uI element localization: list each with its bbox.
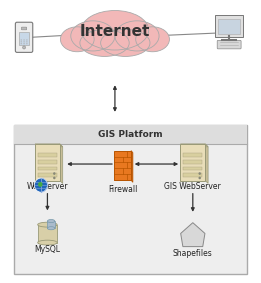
Circle shape [53, 177, 56, 179]
FancyBboxPatch shape [180, 144, 205, 181]
Circle shape [21, 43, 22, 44]
FancyBboxPatch shape [21, 27, 27, 30]
Ellipse shape [60, 27, 94, 52]
Polygon shape [131, 151, 133, 182]
Ellipse shape [81, 10, 149, 50]
FancyBboxPatch shape [35, 144, 60, 181]
Ellipse shape [136, 27, 169, 52]
FancyBboxPatch shape [14, 125, 247, 144]
Text: MySQL: MySQL [34, 245, 61, 254]
FancyBboxPatch shape [38, 173, 57, 177]
Circle shape [198, 172, 201, 175]
Ellipse shape [80, 29, 129, 56]
Text: GIS Platform: GIS Platform [98, 130, 163, 139]
FancyBboxPatch shape [217, 40, 241, 49]
Circle shape [198, 177, 201, 179]
Polygon shape [180, 144, 208, 147]
Text: WebServer: WebServer [27, 182, 68, 191]
Circle shape [34, 178, 48, 192]
FancyBboxPatch shape [48, 221, 55, 228]
Circle shape [21, 41, 22, 42]
Ellipse shape [101, 29, 150, 56]
FancyBboxPatch shape [38, 160, 57, 164]
Circle shape [21, 39, 22, 40]
FancyBboxPatch shape [215, 15, 243, 37]
FancyBboxPatch shape [218, 19, 240, 34]
FancyBboxPatch shape [19, 32, 29, 45]
Circle shape [23, 43, 25, 44]
Ellipse shape [38, 240, 57, 245]
FancyBboxPatch shape [38, 167, 57, 170]
FancyBboxPatch shape [183, 153, 202, 157]
Ellipse shape [115, 21, 159, 51]
Ellipse shape [38, 222, 57, 227]
FancyBboxPatch shape [15, 22, 33, 52]
Circle shape [53, 172, 56, 175]
Circle shape [38, 182, 43, 187]
Polygon shape [205, 144, 208, 183]
Polygon shape [60, 144, 63, 183]
Ellipse shape [71, 21, 115, 51]
FancyBboxPatch shape [14, 125, 247, 274]
FancyBboxPatch shape [114, 151, 131, 180]
Circle shape [26, 41, 27, 42]
Polygon shape [35, 144, 63, 147]
FancyBboxPatch shape [38, 153, 57, 157]
Text: GIS WebServer: GIS WebServer [164, 182, 221, 191]
Circle shape [23, 41, 25, 42]
FancyBboxPatch shape [183, 160, 202, 164]
Text: Firewall: Firewall [108, 185, 137, 194]
Circle shape [23, 39, 25, 40]
FancyBboxPatch shape [38, 225, 57, 243]
Ellipse shape [48, 227, 55, 230]
Circle shape [26, 39, 27, 40]
Circle shape [26, 43, 27, 44]
FancyBboxPatch shape [183, 167, 202, 170]
Text: Shapefiles: Shapefiles [173, 249, 213, 258]
Ellipse shape [48, 220, 55, 223]
Text: Internet: Internet [80, 24, 150, 39]
FancyBboxPatch shape [183, 173, 202, 177]
Polygon shape [181, 223, 205, 246]
Circle shape [23, 46, 26, 49]
